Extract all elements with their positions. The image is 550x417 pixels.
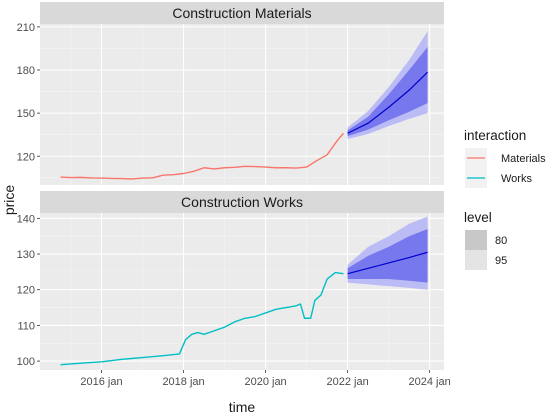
x-tick-label: 2024 jan (409, 376, 451, 388)
panel-background-works (40, 213, 444, 370)
y-tick-label-works: 140 (17, 213, 35, 225)
y-tick-label-materials: 150 (17, 108, 35, 120)
forecast-mean-line-materials (347, 71, 429, 134)
legend-title-interaction: interaction (464, 128, 526, 143)
forecast-mean-line-works (347, 251, 428, 275)
y-tick-label-works: 130 (17, 249, 35, 261)
history-line-works (60, 271, 344, 366)
panel-strip-materials (40, 2, 444, 24)
legend-label-95: 95 (495, 255, 507, 267)
y-tick-label-materials: 180 (17, 65, 35, 77)
forecast-band-80-works (347, 229, 428, 283)
panel-title-materials: Construction Materials (172, 5, 311, 21)
y-tick-label-materials: 210 (17, 22, 35, 34)
y-axis-title: price (1, 185, 17, 216)
x-tick-label: 2022 jan (327, 376, 369, 388)
history-line-materials (60, 132, 345, 180)
y-tick-label-works: 100 (17, 356, 35, 368)
x-tick-label: 2016 jan (80, 376, 122, 388)
panel-title-works: Construction Works (181, 194, 303, 210)
y-tick-label-materials: 120 (17, 151, 35, 163)
x-axis-title: time (229, 399, 256, 415)
legend-label-materials: Materials (501, 153, 546, 165)
forecast-band-80-materials (347, 47, 428, 137)
legend-key-95 (465, 250, 487, 270)
panel-strip-works (40, 191, 444, 213)
y-tick-label-works: 120 (17, 285, 35, 297)
legend-label-80: 80 (495, 235, 507, 247)
legend-title-level: level (464, 210, 492, 225)
legend-label-works: Works (501, 173, 532, 185)
x-tick-label: 2018 jan (162, 376, 204, 388)
x-tick-label: 2020 jan (244, 376, 286, 388)
y-tick-label-works: 110 (17, 320, 35, 332)
legend-key-80 (465, 230, 487, 250)
